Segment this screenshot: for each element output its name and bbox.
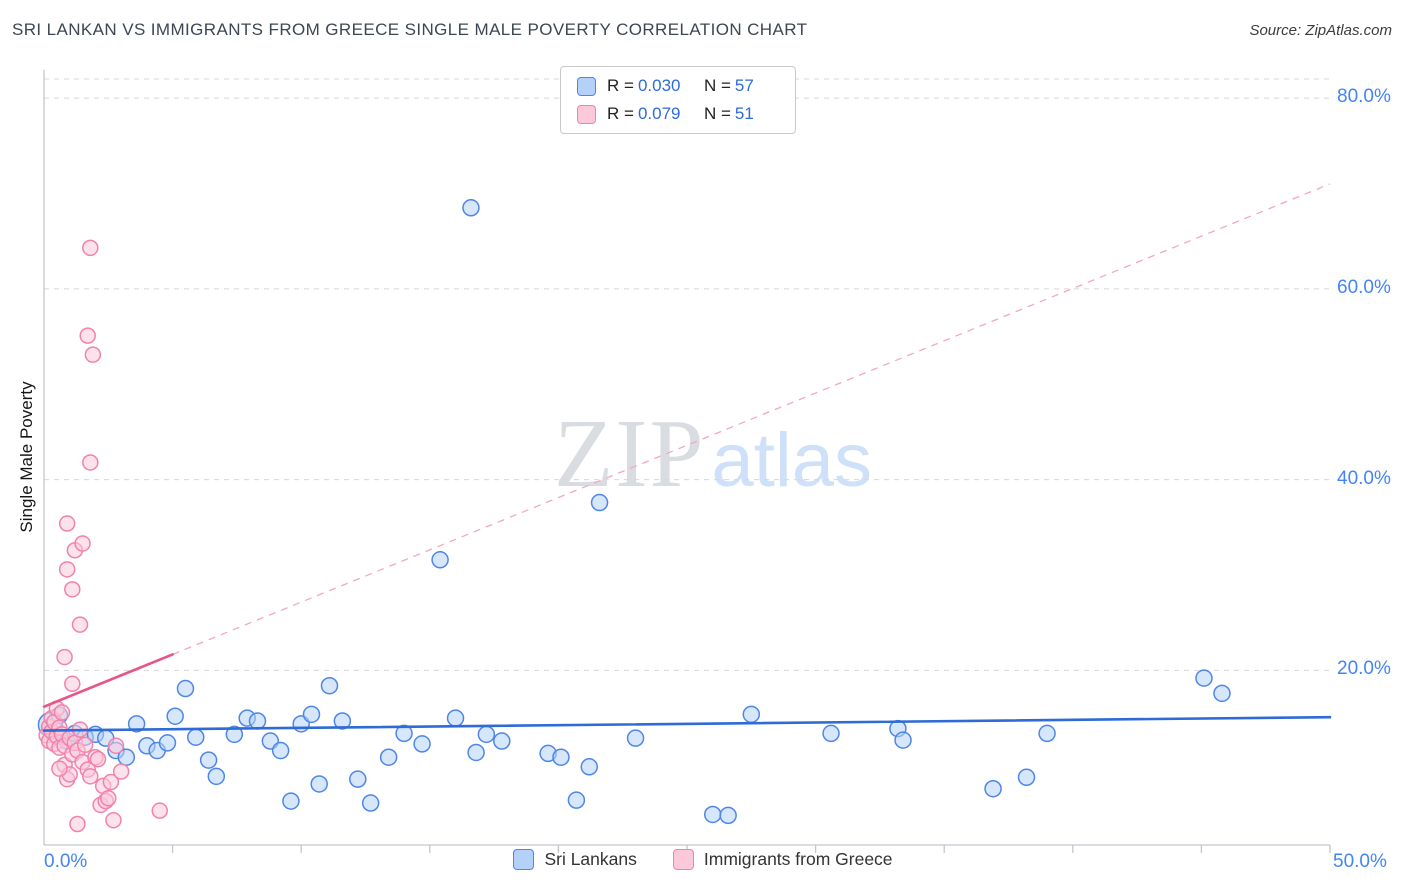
y-tick-label: 20.0% (1337, 658, 1391, 680)
data-point-immigrants-from-greece (105, 811, 122, 829)
data-point-immigrants-from-greece (102, 773, 120, 791)
immigrants-from-greece-legend-swatch (672, 849, 694, 870)
data-point-sri-lankans (719, 806, 737, 825)
legend-item-immigrants-from-greece: Immigrants from Greece (672, 849, 893, 870)
data-point-sri-lankans (413, 735, 431, 753)
data-point-immigrants-from-greece (53, 704, 71, 721)
data-point-sri-lankans (822, 724, 840, 743)
data-point-immigrants-from-greece (76, 736, 94, 754)
data-point-immigrants-from-greece (64, 581, 81, 598)
trend-line-dashed-immigrants-from-greece (172, 183, 1331, 656)
page-title: SRI LANKAN VS IMMIGRANTS FROM GREECE SIN… (12, 20, 808, 39)
x-axis-min-label: 0.0% (44, 851, 88, 872)
data-point-sri-lankans (248, 712, 267, 730)
data-point-sri-lankans (1038, 724, 1056, 743)
data-point-immigrants-from-greece (84, 346, 102, 363)
data-point-immigrants-from-greece (64, 675, 81, 693)
source-attribution: Source: ZipAtlas.com (1249, 22, 1392, 39)
r-stat: R = 0.030 (607, 76, 681, 95)
data-point-sri-lankans (552, 748, 570, 766)
data-point-immigrants-from-greece (56, 648, 73, 666)
legend-row-immigrants-from-greece: R = 0.079 N = 51 (577, 104, 779, 124)
x-axis-max-label: 50.0% (1333, 851, 1387, 872)
data-point-sri-lankans (1213, 684, 1231, 703)
data-point-sri-lankans (158, 734, 177, 752)
n-stat: N = 51 (703, 104, 754, 123)
data-point-sri-lankans (349, 770, 367, 788)
data-point-sri-lankans (282, 792, 300, 810)
data-point-sri-lankans (1195, 669, 1213, 687)
data-point-immigrants-from-greece (58, 515, 76, 532)
data-point-sri-lankans (127, 715, 146, 733)
data-point-sri-lankans (567, 791, 586, 809)
data-point-sri-lankans (207, 767, 226, 786)
legend-row-sri-lankans: R = 0.030 N = 57 (577, 76, 779, 96)
y-axis-title: Single Male Poverty (17, 381, 36, 533)
trend-line-sri-lankans (42, 715, 1332, 732)
data-point-sri-lankans (395, 724, 413, 743)
data-point-sri-lankans (186, 728, 205, 746)
data-point-sri-lankans (431, 551, 449, 569)
data-point-sri-lankans (467, 743, 485, 762)
n-stat: N = 57 (703, 76, 754, 95)
data-point-sri-lankans (477, 725, 496, 744)
sri-lankans-legend-swatch (513, 849, 535, 870)
sri-lankans-swatch (577, 76, 596, 96)
data-point-sri-lankans (225, 725, 244, 744)
data-point-sri-lankans (1017, 768, 1036, 787)
data-point-sri-lankans (590, 493, 609, 512)
trend-line-immigrants-from-greece (42, 653, 174, 708)
r-stat: R = 0.079 (607, 104, 681, 123)
data-point-immigrants-from-greece (82, 454, 99, 471)
data-point-sri-lankans (176, 679, 195, 698)
legend-item-sri-lankans: Sri Lankans (513, 849, 637, 870)
y-tick-label: 60.0% (1337, 276, 1391, 298)
immigrants-from-greece-swatch (577, 104, 596, 124)
y-tick-label: 40.0% (1337, 467, 1391, 489)
data-point-sri-lankans (379, 748, 398, 766)
data-point-immigrants-from-greece (74, 535, 91, 552)
data-point-sri-lankans (320, 676, 339, 695)
legend-label: Immigrants from Greece (703, 849, 893, 869)
data-point-immigrants-from-greece (58, 561, 76, 578)
data-point-immigrants-from-greece (100, 790, 117, 807)
data-point-sri-lankans (166, 707, 184, 725)
data-point-sri-lankans (984, 779, 1002, 798)
data-point-sri-lankans (271, 741, 290, 760)
data-point-sri-lankans (703, 805, 722, 824)
data-point-immigrants-from-greece (51, 760, 68, 777)
series-legend: Sri Lankans Immigrants from Greece (0, 849, 1406, 870)
data-point-sri-lankans (462, 199, 480, 217)
data-point-sri-lankans (580, 758, 599, 776)
data-point-immigrants-from-greece (82, 239, 99, 257)
data-point-sri-lankans (302, 705, 321, 724)
data-point-sri-lankans (333, 712, 352, 730)
data-point-immigrants-from-greece (89, 750, 107, 768)
data-point-immigrants-from-greece (112, 763, 130, 780)
data-point-immigrants-from-greece (69, 815, 86, 833)
data-point-immigrants-from-greece (71, 616, 89, 633)
data-point-sri-lankans (310, 775, 328, 793)
data-point-sri-lankans (446, 709, 465, 727)
data-point-sri-lankans (199, 751, 218, 769)
data-point-sri-lankans (493, 732, 511, 750)
y-tick-label: 80.0% (1337, 86, 1391, 108)
data-point-immigrants-from-greece (82, 768, 99, 785)
data-point-immigrants-from-greece (151, 802, 168, 819)
data-point-sri-lankans (894, 731, 912, 749)
data-point-immigrants-from-greece (79, 327, 96, 344)
correlation-legend-box: R = 0.030 N = 57 R = 0.079 N = 51 (560, 66, 796, 134)
legend-label: Sri Lankans (544, 849, 637, 869)
data-point-sri-lankans (626, 729, 645, 747)
data-point-sri-lankans (742, 705, 761, 724)
data-point-immigrants-from-greece (107, 737, 125, 755)
data-point-sri-lankans (361, 794, 380, 812)
